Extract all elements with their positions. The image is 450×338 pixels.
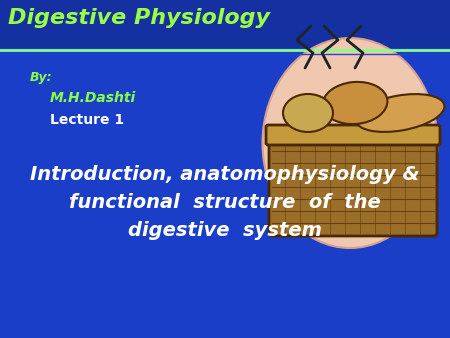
Text: By:: By: <box>30 72 53 84</box>
Ellipse shape <box>283 94 333 132</box>
Text: functional  structure  of  the: functional structure of the <box>69 193 381 213</box>
FancyBboxPatch shape <box>269 130 437 236</box>
Ellipse shape <box>323 82 387 124</box>
FancyBboxPatch shape <box>266 125 440 145</box>
Text: M.H.Dashti: M.H.Dashti <box>50 91 136 105</box>
FancyBboxPatch shape <box>0 0 450 48</box>
Text: Introduction, anatomophysiology &: Introduction, anatomophysiology & <box>30 166 420 185</box>
Ellipse shape <box>262 38 437 248</box>
Text: Lecture 1: Lecture 1 <box>50 113 124 127</box>
Text: Digestive Physiology: Digestive Physiology <box>8 8 270 28</box>
Ellipse shape <box>356 94 445 132</box>
Text: digestive  system: digestive system <box>128 221 322 241</box>
